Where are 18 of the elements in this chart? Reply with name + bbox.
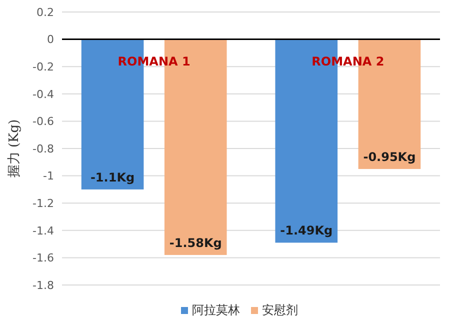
y-tick-label: 0.2 bbox=[36, 6, 54, 19]
y-tick-label: -0.6 bbox=[32, 115, 54, 128]
y-axis-title: 握力 (Kg) bbox=[7, 119, 22, 178]
data-label: -1.49Kg bbox=[280, 224, 333, 238]
y-tick-label: -1 bbox=[43, 170, 54, 183]
y-tick-label: -1.6 bbox=[32, 252, 54, 265]
legend-label: 安慰剂 bbox=[262, 303, 298, 317]
y-tick-label: -0.8 bbox=[32, 142, 54, 156]
y-tick-label: 0 bbox=[47, 33, 54, 46]
y-tick-label: -1.2 bbox=[32, 196, 54, 210]
y-tick-label: -0.2 bbox=[32, 60, 54, 74]
y-tick-label: -1.8 bbox=[32, 278, 54, 292]
data-label: -1.1Kg bbox=[90, 170, 135, 184]
data-label: -0.95Kg bbox=[363, 150, 416, 164]
data-label: -1.58Kg bbox=[169, 236, 222, 250]
legend-label: 阿拉莫林 bbox=[192, 303, 240, 317]
y-tick-label: -1.4 bbox=[32, 224, 54, 238]
y-tick-label: -0.4 bbox=[32, 88, 54, 101]
